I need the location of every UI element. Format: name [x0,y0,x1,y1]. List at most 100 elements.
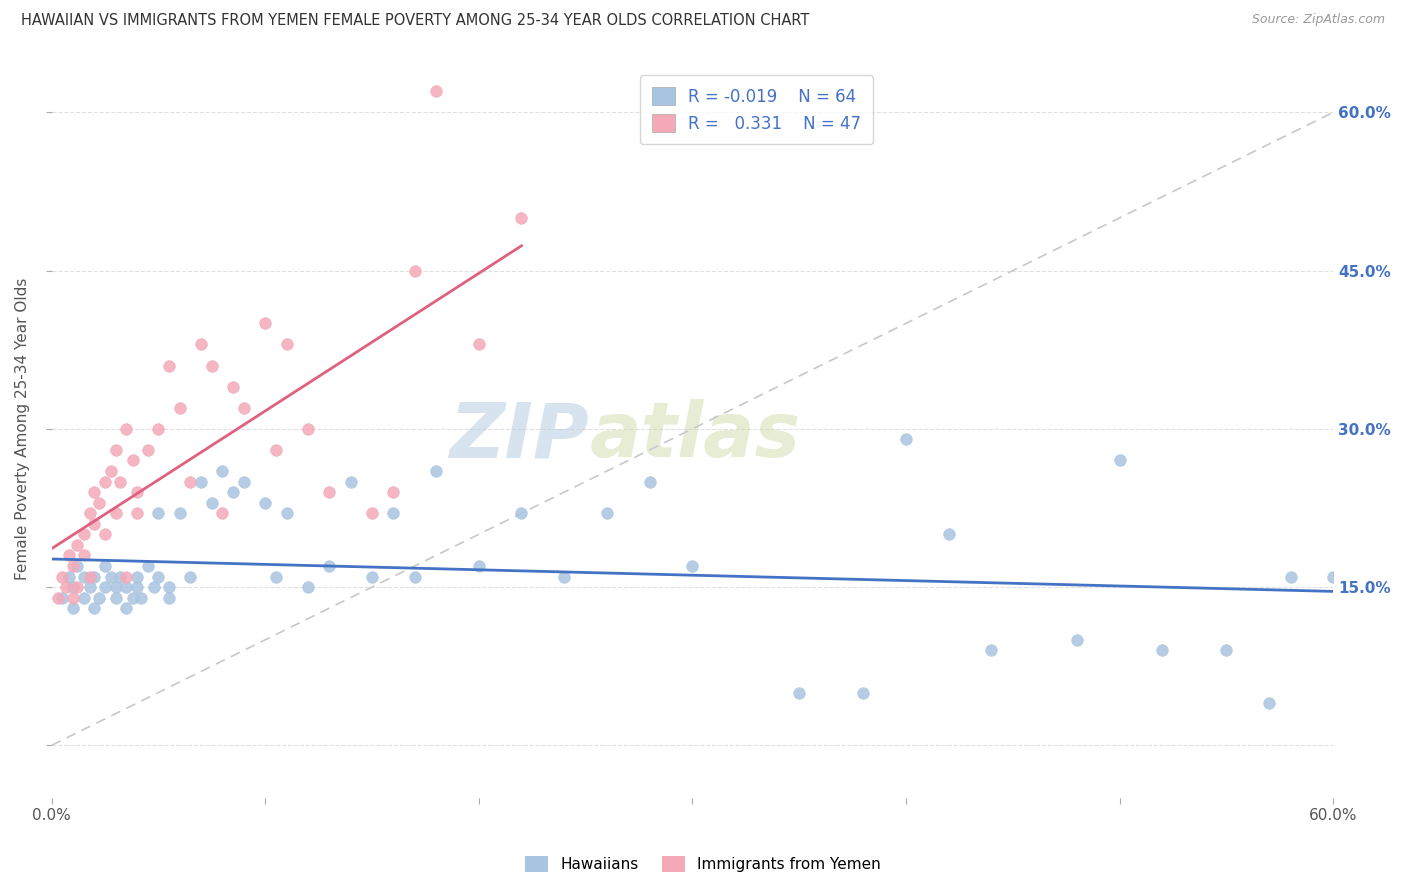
Point [201,359,224,373]
Point [201,496,224,510]
Point [125,506,148,520]
Point [318,559,340,574]
Legend: R = -0.019    N = 64, R =   0.331    N = 47: R = -0.019 N = 64, R = 0.331 N = 47 [640,75,873,145]
Point [129,591,152,605]
Point [468,559,491,574]
Point [211,506,233,520]
Point [318,485,340,500]
Point [72,569,94,583]
Point [94,559,117,574]
Point [264,569,287,583]
Point [222,485,245,500]
Point [361,569,384,583]
Point [169,506,191,520]
Point [58,569,80,583]
Point [83,516,105,531]
Point [361,506,384,520]
Point [143,580,166,594]
Point [148,506,170,520]
Point [297,580,319,594]
Point [425,464,447,478]
Point [222,379,245,393]
Point [425,84,447,98]
Point [121,591,143,605]
Point [1108,453,1130,467]
Point [169,401,191,415]
Point [468,337,491,351]
Text: atlas: atlas [591,400,801,474]
Point [1279,569,1302,583]
Point [148,422,170,436]
Point [190,475,212,489]
Point [115,422,138,436]
Point [382,485,405,500]
Point [125,569,148,583]
Point [211,464,233,478]
Point [157,580,180,594]
Point [72,527,94,541]
Point [108,569,131,583]
Point [79,506,101,520]
Point [980,643,1002,657]
Point [553,569,575,583]
Point [382,506,405,520]
Point [100,569,122,583]
Point [254,316,277,330]
Point [94,580,117,594]
Point [894,433,917,447]
Point [339,475,361,489]
Point [121,453,143,467]
Point [51,591,73,605]
Point [157,359,180,373]
Point [83,569,105,583]
Point [94,527,117,541]
Point [51,569,73,583]
Point [55,580,77,594]
Point [404,263,426,277]
Point [264,442,287,457]
Point [72,591,94,605]
Point [46,591,69,605]
Point [232,401,254,415]
Point [100,464,122,478]
Point [104,506,127,520]
Point [190,337,212,351]
Point [87,496,110,510]
Point [125,580,148,594]
Point [1322,569,1344,583]
Point [510,506,533,520]
Point [276,506,298,520]
Point [787,685,810,699]
Point [115,580,138,594]
Point [58,549,80,563]
Point [136,559,159,574]
Point [79,580,101,594]
Point [276,337,298,351]
Point [104,442,127,457]
Point [157,591,180,605]
Point [1066,632,1088,647]
Point [232,475,254,489]
Point [66,559,89,574]
Point [83,485,105,500]
Point [1215,643,1237,657]
Point [72,549,94,563]
Point [62,559,84,574]
Point [79,569,101,583]
Point [938,527,960,541]
Text: Source: ZipAtlas.com: Source: ZipAtlas.com [1251,13,1385,27]
Point [1152,643,1174,657]
Point [852,685,875,699]
Point [83,601,105,615]
Legend: Hawaiians, Immigrants from Yemen: Hawaiians, Immigrants from Yemen [517,848,889,880]
Point [148,569,170,583]
Point [125,485,148,500]
Point [62,591,84,605]
Point [1258,696,1281,710]
Point [62,601,84,615]
Point [66,538,89,552]
Text: ZIP: ZIP [450,400,591,474]
Point [115,601,138,615]
Point [297,422,319,436]
Point [62,580,84,594]
